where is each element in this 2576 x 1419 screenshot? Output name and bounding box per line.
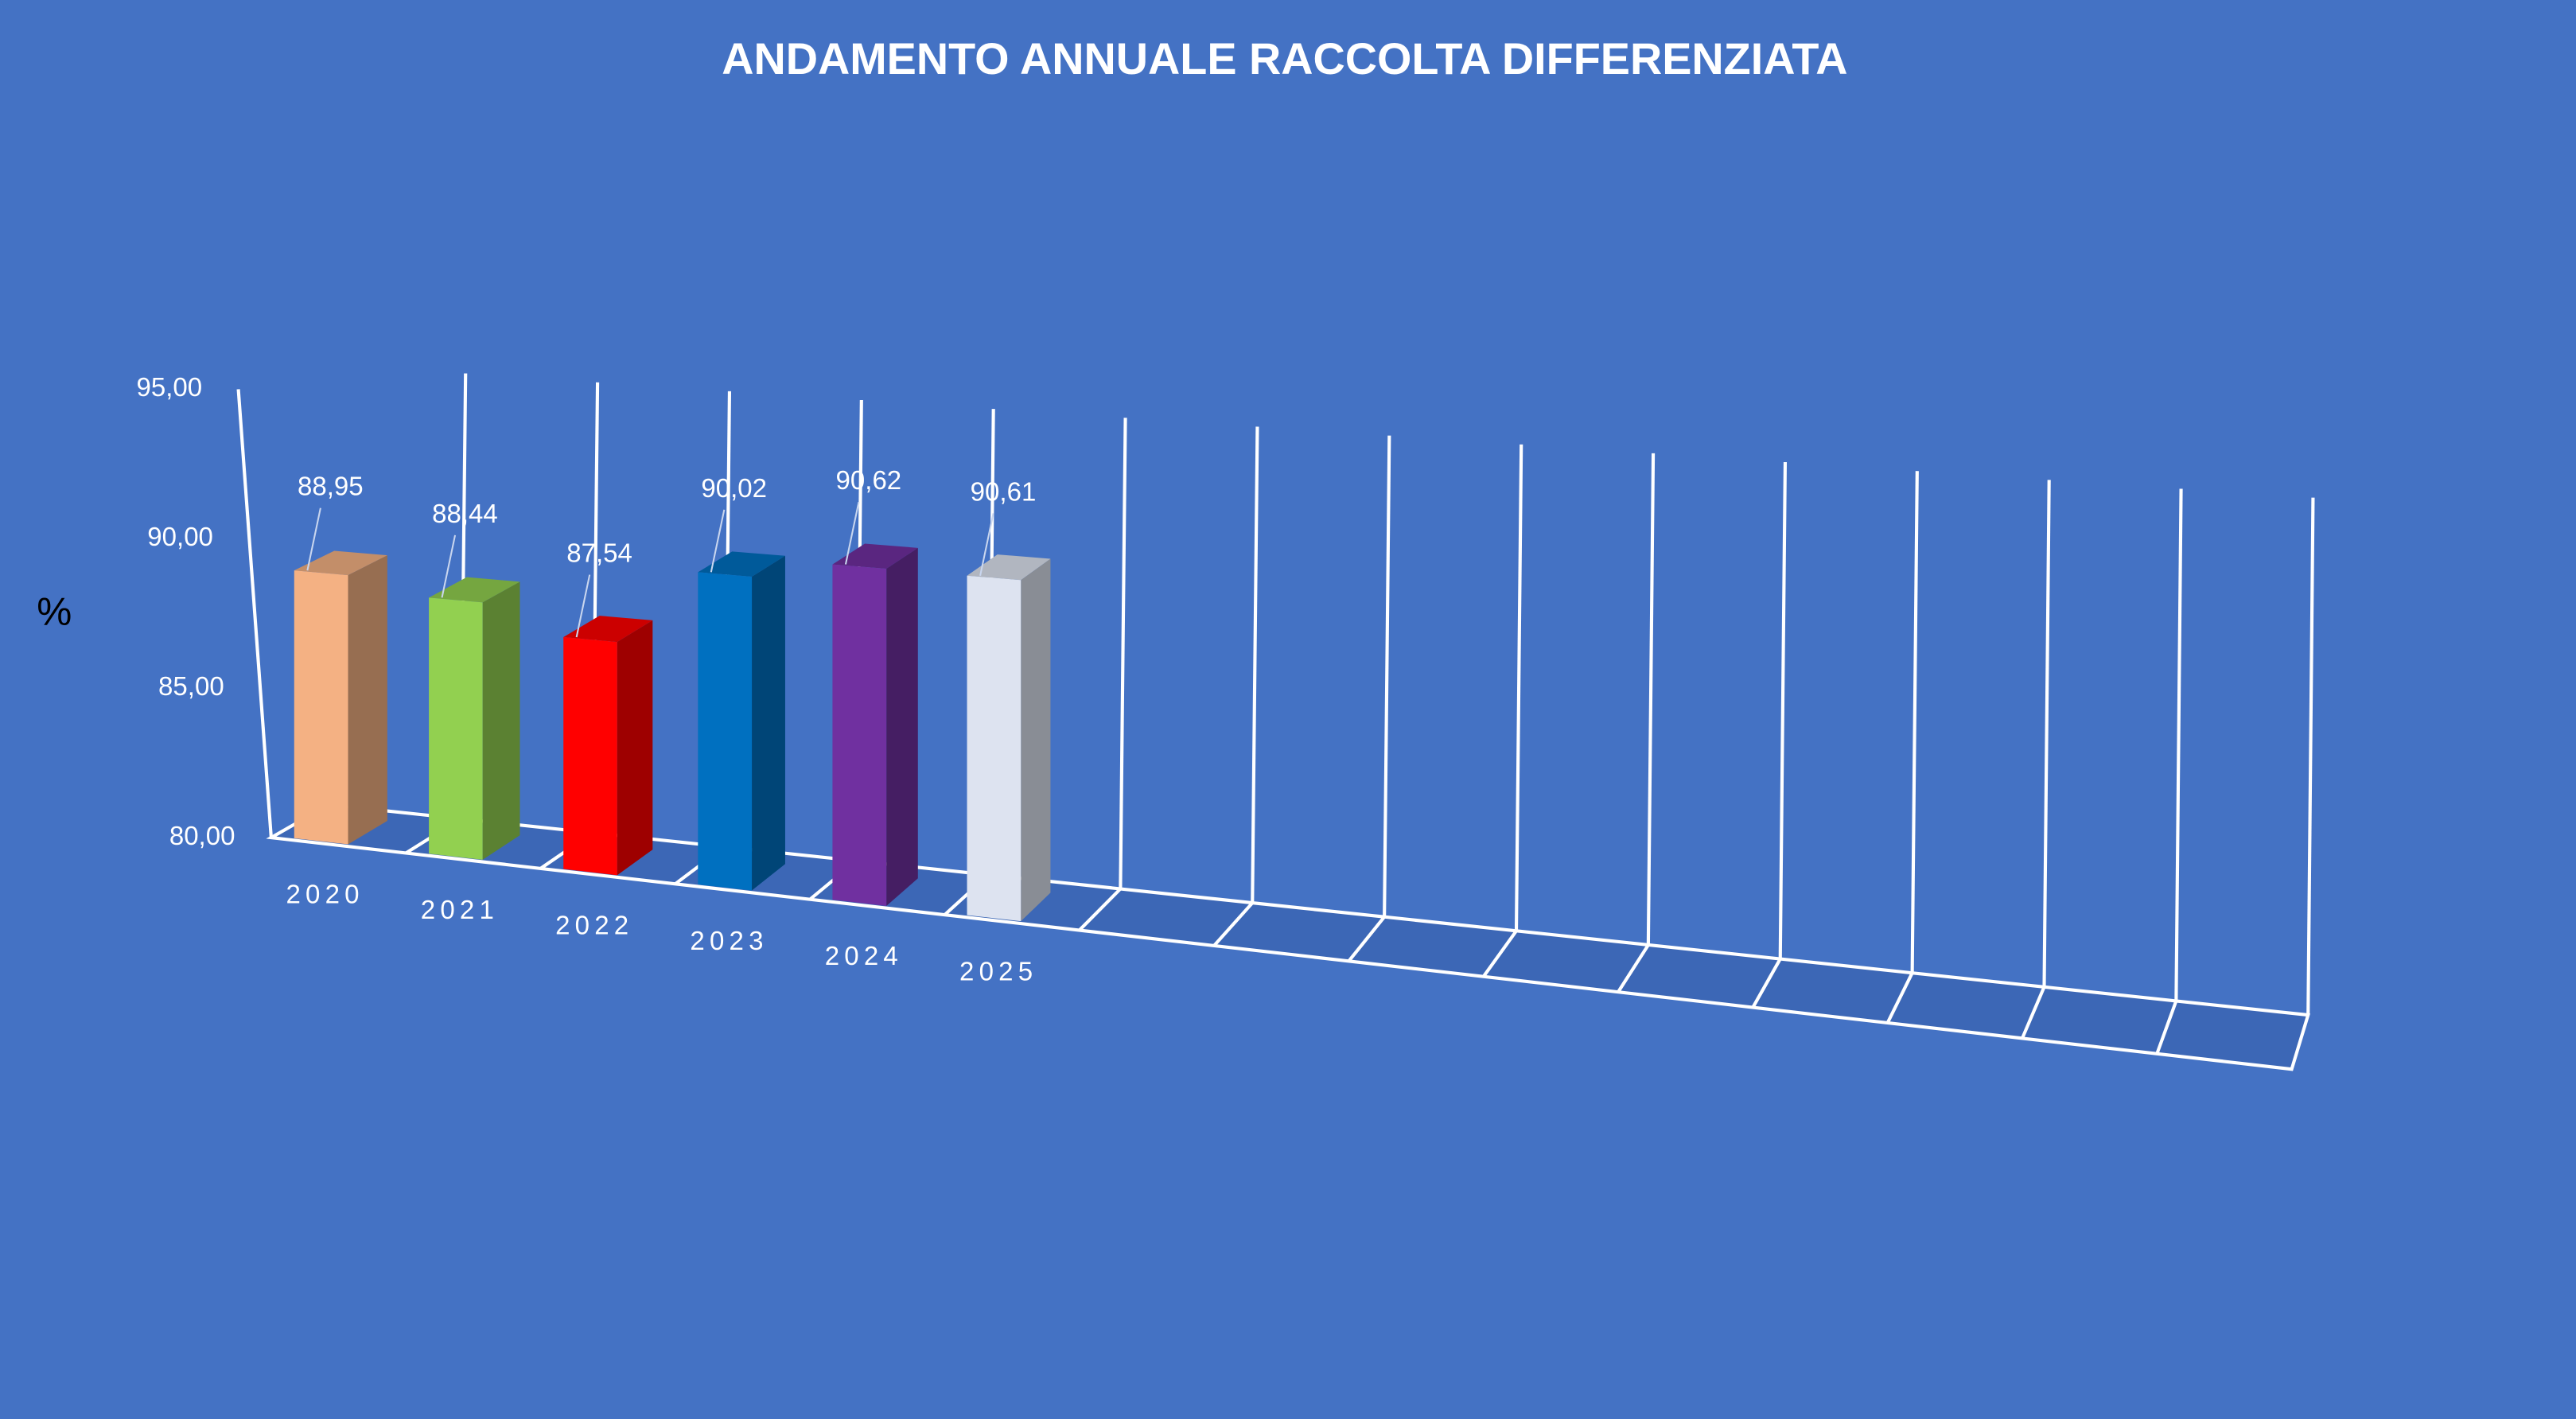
leader-line [575,574,591,638]
bar [832,543,918,906]
floor-divider [1347,916,1386,962]
floor-divider [1078,888,1122,931]
y-tick-label: 80,00 [169,821,235,850]
y-axis-label: % [37,589,72,633]
leader-line [844,501,860,565]
wall-line [1778,462,1788,959]
bar-side [752,555,785,891]
bar-side [617,620,653,876]
bar-side [1021,558,1051,922]
floor-divider [1751,958,1782,1009]
value-label: 90,62 [836,465,902,495]
bar-side [886,547,918,906]
wall-line [2042,480,2051,987]
value-label: 90,61 [971,476,1037,506]
bar-top [294,550,387,576]
bar-side [348,555,387,845]
wall-line [1514,444,1523,931]
x-tick-label: 2020 [286,880,364,909]
x-tick-label: 2023 [690,926,768,955]
value-label: 88,95 [298,472,364,501]
wall-line [1646,453,1656,945]
floor-divider [1885,972,1914,1024]
bar-front [967,575,1021,922]
floor-divider [2155,1000,2178,1055]
bar-front [563,636,617,876]
wall-line [1119,418,1127,889]
y-tick-label: 85,00 [158,671,224,701]
value-label: 87,54 [566,538,632,568]
bar-front [294,570,348,845]
y-tick-label: 95,00 [137,372,203,402]
floor-divider [1482,930,1518,978]
wall-line [1251,426,1259,904]
value-label: 90,02 [701,473,767,503]
bar [563,616,653,876]
bar [698,551,785,891]
chart-title: ANDAMENTO ANNUALE RACCOLTA DIFFERENZIATA [722,34,1847,84]
wall-line [1910,471,1919,974]
bar-top [967,554,1051,581]
x-tick-label: 2021 [421,895,499,924]
floor-divider [2021,986,2046,1040]
leader-line [979,513,994,577]
bar-top [429,577,520,603]
wall-line [2174,488,2183,1001]
bar [294,550,387,845]
bar-front [698,572,753,891]
bar [429,577,520,860]
floor-divider [1212,901,1254,947]
leader-line [710,509,726,573]
leader-line [306,507,321,571]
x-tick-label: 2022 [555,910,633,939]
leader-line [441,535,457,598]
bar-top [832,543,918,570]
x-tick-label: 2025 [959,957,1037,986]
value-label: 88,44 [432,499,498,528]
bar-front [429,597,483,860]
floor-divider [1617,943,1650,993]
bar [967,554,1051,922]
y-axis [236,389,273,838]
bar-front [832,564,887,906]
bar-side [482,581,520,860]
x-tick-label: 2024 [825,941,903,970]
bar-top [563,616,653,643]
wall-line [2306,497,2315,1016]
y-tick-label: 90,00 [147,522,213,551]
wall-line [1383,435,1391,917]
bar-top [698,551,785,577]
